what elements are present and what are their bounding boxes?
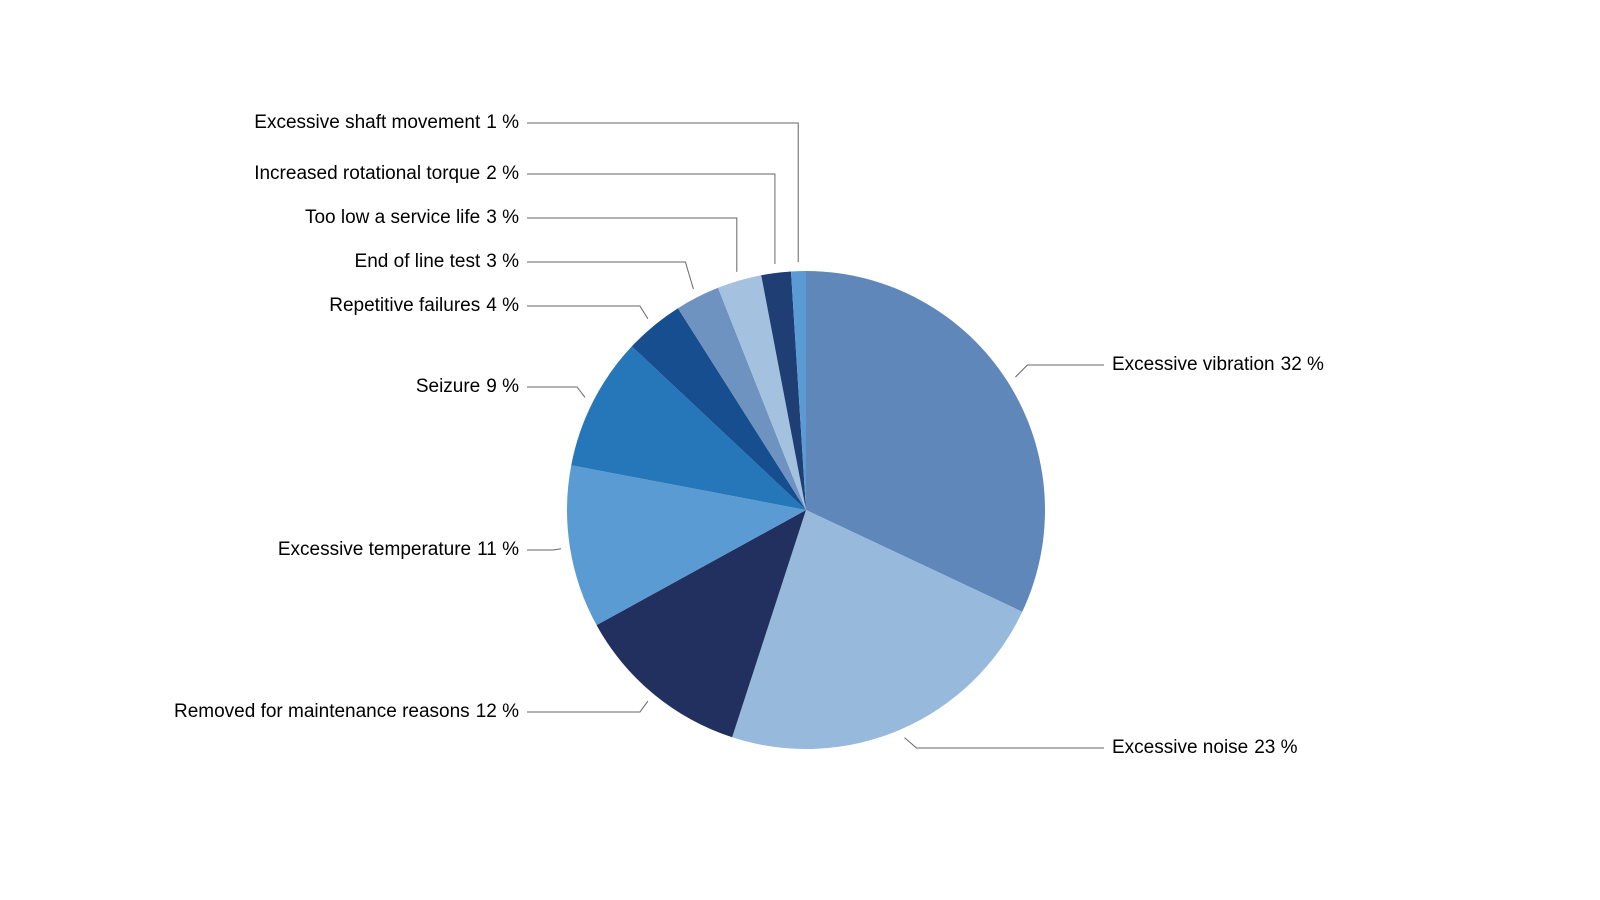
- pie-slice: [806, 271, 1045, 612]
- pie-slice: [761, 271, 806, 510]
- leader-line: [527, 305, 649, 320]
- leader-line: [1015, 364, 1104, 378]
- value-label: 32 %: [1281, 354, 1324, 375]
- category-label: Excessive vibration: [1112, 354, 1275, 375]
- slice-label: End of line test 3 %: [355, 251, 520, 272]
- pie-slice: [596, 510, 806, 738]
- pie-slice: [631, 308, 806, 510]
- slice-label: Repetitive failures 4 %: [329, 295, 519, 316]
- leader-line: [904, 737, 1104, 749]
- slice-label: Excessive noise 23 %: [1112, 737, 1298, 758]
- slice-label: Excessive temperature 11 %: [278, 539, 519, 560]
- value-label: 1 %: [486, 112, 519, 133]
- slice-label: Seizure 9 %: [416, 376, 519, 397]
- pie-slice: [790, 271, 806, 510]
- leader-line: [527, 122, 799, 263]
- slice-label: Too low a service life 3 %: [305, 207, 519, 228]
- value-label: 9 %: [486, 376, 519, 397]
- slice-label: Excessive vibration 32 %: [1112, 354, 1324, 375]
- value-label: 11 %: [477, 539, 519, 560]
- slice-label: Increased rotational torque 2 %: [254, 163, 519, 184]
- pie-slice: [571, 346, 806, 510]
- leader-line: [527, 261, 694, 290]
- category-label: Too low a service life: [305, 207, 480, 228]
- value-label: 3 %: [486, 207, 519, 228]
- slice-label: Excessive shaft movement 1 %: [254, 112, 519, 133]
- category-label: End of line test: [355, 251, 481, 272]
- value-label: 12 %: [476, 701, 519, 722]
- category-label: Excessive noise: [1112, 737, 1248, 758]
- slice-label: Removed for maintenance reasons 12 %: [174, 701, 519, 722]
- pie-slice: [567, 465, 806, 626]
- leader-line: [527, 700, 649, 713]
- leader-line: [527, 173, 776, 264]
- category-label: Seizure: [416, 376, 480, 397]
- value-label: 4 %: [486, 295, 519, 316]
- pie-slice: [677, 287, 806, 510]
- category-label: Increased rotational torque: [254, 163, 480, 184]
- pie-slice: [732, 510, 1023, 749]
- category-label: Removed for maintenance reasons: [174, 701, 470, 722]
- leader-line: [527, 386, 586, 398]
- category-label: Excessive shaft movement: [254, 112, 481, 133]
- pie-slice: [718, 275, 806, 510]
- value-label: 23 %: [1254, 737, 1297, 758]
- leader-line: [527, 217, 738, 272]
- leader-line: [527, 548, 562, 551]
- value-label: 3 %: [486, 251, 519, 272]
- category-label: Repetitive failures: [329, 295, 480, 316]
- category-label: Excessive temperature: [278, 539, 471, 560]
- value-label: 2 %: [486, 163, 519, 184]
